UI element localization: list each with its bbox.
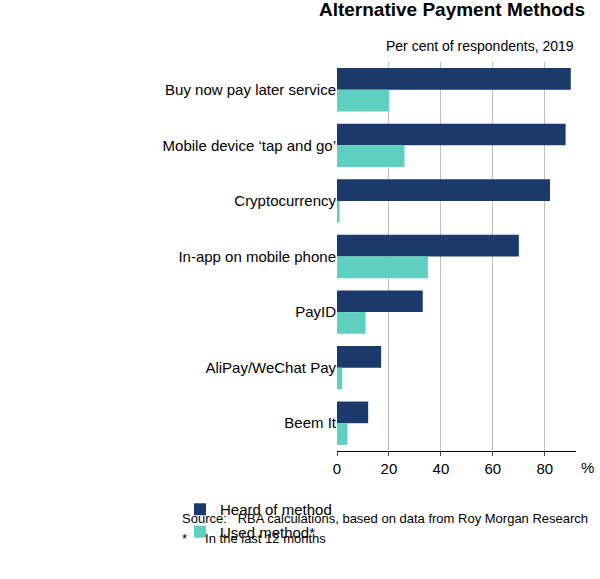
svg-text:Per cent of respondents, 2019: Per cent of respondents, 2019 <box>386 38 574 54</box>
svg-text:Alternative Payment Methods: Alternative Payment Methods <box>319 0 585 20</box>
svg-text:40: 40 <box>433 460 450 477</box>
svg-text:Beem It: Beem It <box>284 414 337 431</box>
svg-text:0: 0 <box>333 460 341 477</box>
svg-text:AliPay/WeChat Pay: AliPay/WeChat Pay <box>205 359 336 376</box>
svg-text:%: % <box>581 459 594 476</box>
svg-text:60: 60 <box>485 460 502 477</box>
svg-text:20: 20 <box>381 460 398 477</box>
svg-text:Used method*: Used method* <box>220 524 315 541</box>
svg-text:Mobile device ‘tap and go’: Mobile device ‘tap and go’ <box>163 137 336 154</box>
svg-text:Buy now pay later service: Buy now pay later service <box>165 81 336 98</box>
svg-text:In-app on mobile phone: In-app on mobile phone <box>178 248 336 265</box>
svg-text:Source: RBA calculations, ba: Source: RBA calculations, based on data … <box>182 511 588 526</box>
svg-text:Heard of method: Heard of method <box>220 501 332 518</box>
svg-text:* In the last 12 months: * In the last 12 months <box>182 531 326 546</box>
svg-text:PayID: PayID <box>295 303 336 320</box>
svg-text:Cryptocurrency: Cryptocurrency <box>234 192 336 209</box>
svg-text:80: 80 <box>536 460 553 477</box>
